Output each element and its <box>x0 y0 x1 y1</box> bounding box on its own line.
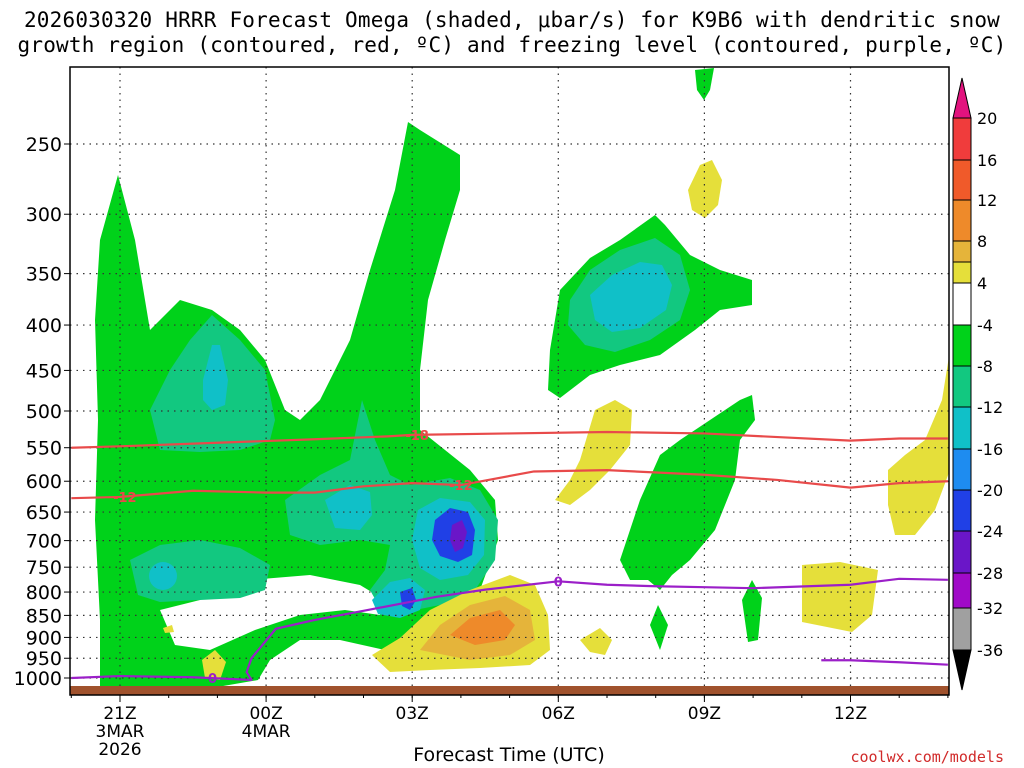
y-tick-label: 450 <box>26 360 62 382</box>
colorbar-label: -32 <box>977 599 1003 618</box>
colorbar-bin <box>952 448 972 491</box>
contour-line-0 <box>71 577 948 682</box>
y-tick-label: 650 <box>26 502 62 524</box>
y-tick-label: 250 <box>26 134 62 156</box>
colorbar-bin <box>952 530 972 574</box>
colorbar-label: 20 <box>977 109 997 128</box>
y-tick-label: 600 <box>26 471 62 493</box>
contours: -18 -12 -12 0 0 <box>71 429 948 687</box>
omega-region-yellow-06z-mid <box>555 400 632 505</box>
contour-line-0-lower <box>821 659 948 666</box>
chart-title-line2: growth region (contoured, red, ºC) and f… <box>17 33 1007 57</box>
x-axis-label: Forecast Time (UTC) <box>413 744 605 766</box>
chart-title-line1: 2026030320 HRRR Forecast Omega (shaded, … <box>23 8 1001 32</box>
omega-region-cyan-750 <box>149 562 177 590</box>
colorbar-label: -24 <box>977 522 1003 541</box>
colorbar-bin <box>952 607 972 651</box>
omega-region-green-09z <box>620 395 755 590</box>
omega-region-yellow-22z <box>202 650 226 680</box>
y-tick-label: 300 <box>26 204 62 226</box>
colorbar-label: 12 <box>977 191 997 210</box>
omega-region-green-09z-low <box>650 605 668 650</box>
colorbar-bin <box>952 117 972 161</box>
omega-shading <box>95 68 949 690</box>
x-tick-label: 09Z <box>688 704 721 724</box>
omega-region-green-10z <box>742 580 762 642</box>
x-tick-label: 4MAR <box>242 722 291 742</box>
omega-region-yellow-12z <box>802 562 878 632</box>
y-tick-label: 1000 <box>14 668 62 690</box>
colorbar-label: 8 <box>977 232 987 251</box>
y-tick-label: 850 <box>26 605 62 627</box>
y-tick-label: 750 <box>26 557 62 579</box>
omega-region-yellow-right <box>888 356 949 535</box>
contour-line--12 <box>71 469 948 500</box>
colorbar-bin <box>952 489 972 532</box>
x-tick-label: 00Z <box>249 704 282 724</box>
colorbar-bin-top <box>952 77 972 119</box>
grid-lines <box>70 67 949 695</box>
x-tick-label: 06Z <box>542 704 575 724</box>
contour-label: -12 <box>449 479 473 494</box>
colorbar-bin <box>952 324 972 367</box>
contour-line--18 <box>71 430 948 449</box>
colorbar-bin <box>952 240 972 263</box>
colorbar-label: 4 <box>977 274 987 293</box>
y-tick-label: 350 <box>26 264 62 286</box>
contour-label: -18 <box>405 429 429 444</box>
colorbar-label: -36 <box>977 641 1003 660</box>
omega-blob-green-950 <box>147 657 169 675</box>
colorbar-bin <box>952 199 972 242</box>
contour-label: 0 <box>208 672 217 687</box>
y-tick-label: 950 <box>26 648 62 670</box>
x-tick-label: 2026 <box>98 740 141 760</box>
colorbar-label: -8 <box>977 357 993 376</box>
credit-link[interactable]: coolwx.com/models <box>850 748 1004 766</box>
omega-region-yellow-dot <box>163 625 174 633</box>
colorbar-label: -20 <box>977 481 1003 500</box>
y-tick-label: 700 <box>26 531 62 553</box>
omega-region-cyan-06z <box>590 262 672 332</box>
colorbar: 20 16 12 8 4 -4 -8 -12 -16 -20 -24 -28 -32 -36 <box>952 77 1003 691</box>
colorbar-bin <box>952 261 972 284</box>
x-tick-label: 21Z <box>103 704 136 724</box>
colorbar-label: -4 <box>977 316 993 335</box>
y-tick-label: 400 <box>26 315 62 337</box>
y-tick-label: 900 <box>26 627 62 649</box>
y-tick-label: 500 <box>26 401 62 423</box>
omega-region-yellow-07z-low <box>580 628 612 655</box>
colorbar-bin <box>952 406 972 450</box>
omega-region-green-top-09z <box>695 68 714 100</box>
y-tick-label: 800 <box>26 582 62 604</box>
colorbar-label: -16 <box>977 440 1003 459</box>
omega-region-orange-core <box>450 610 515 645</box>
colorbar-label: -28 <box>977 564 1003 583</box>
omega-region-purple-core <box>450 520 467 552</box>
omega-region-cyan-left <box>203 345 228 410</box>
y-tick-label: 550 <box>26 438 62 460</box>
colorbar-bin-bottom <box>952 649 972 691</box>
colorbar-bin <box>952 159 972 201</box>
x-tick-label: 03Z <box>396 704 429 724</box>
contour-label: -12 <box>113 491 137 506</box>
colorbar-label: 16 <box>977 151 997 170</box>
y-axis: 2503003504004505005506006507007508008509… <box>14 134 70 690</box>
colorbar-label: -12 <box>977 398 1003 417</box>
x-tick-label: 12Z <box>834 704 867 724</box>
omega-region-cyan-mid <box>325 485 372 530</box>
ground-strip <box>70 686 949 695</box>
x-tick-label: 3MAR <box>96 722 145 742</box>
colorbar-bin <box>952 572 972 609</box>
colorbar-bin <box>952 365 972 408</box>
colorbar-bin <box>952 282 972 326</box>
omega-region-yellow-09z-top <box>688 160 722 218</box>
contour-label: 0 <box>554 575 563 590</box>
